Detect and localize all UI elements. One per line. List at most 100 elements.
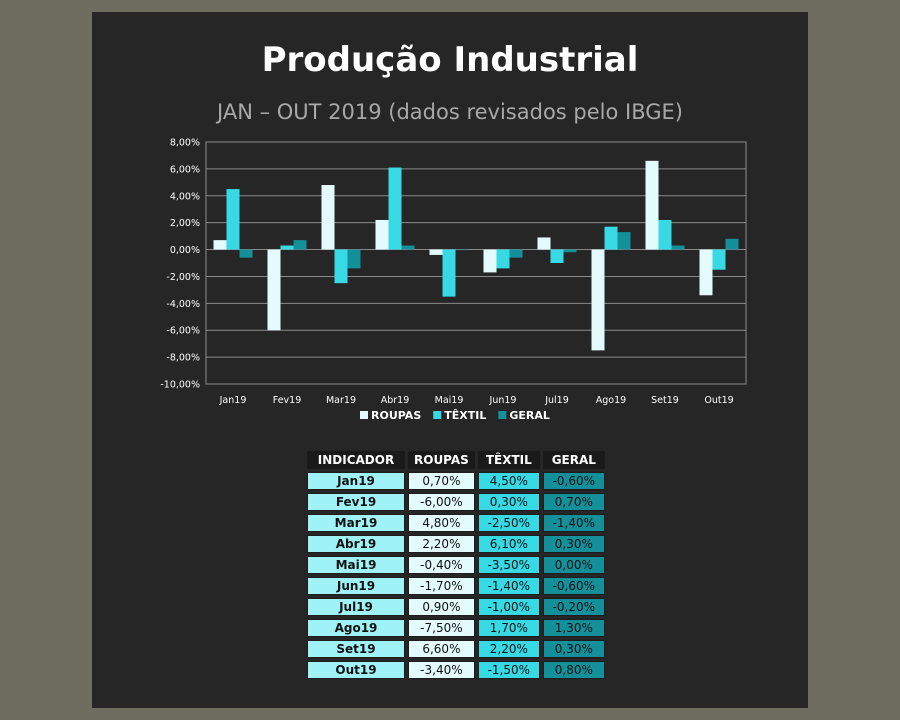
- table-cell: -1,40%: [542, 514, 605, 532]
- table-row: Jun19 -1,70% -1,40% -0,60%: [307, 577, 605, 595]
- y-tick-label: 4,00%: [170, 191, 200, 202]
- table-cell: -1,70%: [408, 577, 475, 595]
- data-table: INDICADOR ROUPAS TÊXTIL GERAL Jan19 0,70% 4,5…: [304, 448, 608, 682]
- table-cell: -0,60%: [542, 472, 605, 490]
- y-tick-label: 0,00%: [170, 245, 200, 256]
- y-tick-label: 6,00%: [170, 164, 200, 175]
- header-cell: GERAL: [542, 451, 605, 469]
- y-tick-label: -10,00%: [160, 380, 200, 391]
- x-tick-label: Jul19: [544, 395, 569, 406]
- legend-swatch-roupas: [360, 411, 368, 419]
- bar-geral-fev19: [293, 240, 307, 250]
- bar-chart: 8,00% 6,00% 4,00% 2,00% 0,00% -2,00% -4,00% -6,…: [160, 138, 747, 422]
- x-tick-label: Mar19: [326, 395, 356, 406]
- table-cell: 6,10%: [477, 535, 540, 553]
- y-tick-label: -4,00%: [166, 299, 200, 310]
- table-cell: Jan19: [307, 472, 405, 490]
- table-cell: 0,30%: [542, 640, 605, 658]
- table-row: Mar19 4,80% -2,50% -1,40%: [307, 514, 605, 532]
- legend-swatch-geral: [498, 411, 507, 419]
- x-tick-label: Fev19: [273, 395, 302, 406]
- bar-geral-set19: [671, 245, 685, 250]
- table-row: Ago19 -7,50% 1,70% 1,30%: [307, 619, 605, 637]
- page-subtitle: JAN – OUT 2019 (dados revisados pelo IBG…: [217, 100, 683, 124]
- table-cell: 2,20%: [477, 640, 540, 658]
- table-cell: 0,70%: [408, 472, 475, 490]
- y-tick-label: -6,00%: [166, 326, 200, 337]
- bar-textil-jul19: [550, 249, 564, 263]
- table-row: Abr19 2,20% 6,10% 0,30%: [307, 535, 605, 553]
- bar-geral-mai19: [455, 249, 469, 251]
- table-cell: 0,90%: [408, 598, 475, 616]
- bar-roupas-set19: [645, 160, 659, 250]
- bar-textil-mar19: [334, 249, 348, 284]
- y-tick-label: -2,00%: [166, 272, 200, 283]
- bar-textil-jun19: [496, 249, 510, 269]
- bar-textil-fev19: [280, 245, 294, 250]
- x-tick-label: Abr19: [381, 395, 410, 406]
- table-cell: 2,20%: [408, 535, 475, 553]
- table-row: Set19 6,60% 2,20% 0,30%: [307, 640, 605, 658]
- table-row: Out19 -3,40% -1,50% 0,80%: [307, 661, 605, 679]
- table-cell: 4,50%: [477, 472, 540, 490]
- bar-geral-out19: [725, 238, 739, 250]
- bar-geral-jan19: [239, 249, 253, 258]
- table-cell: 0,80%: [542, 661, 605, 679]
- bar-geral-mar19: [347, 249, 361, 269]
- table-cell: Jul19: [307, 598, 405, 616]
- bar-textil-jan19: [226, 189, 240, 250]
- bar-roupas-out19: [699, 249, 713, 296]
- x-tick-label: Set19: [651, 395, 679, 406]
- legend-label-geral: GERAL: [509, 409, 550, 422]
- header-cell: INDICADOR: [307, 451, 405, 469]
- table-cell: -1,40%: [477, 577, 540, 595]
- header-cell: ROUPAS: [408, 451, 475, 469]
- table-cell: -7,50%: [408, 619, 475, 637]
- header-cell: TÊXTIL: [477, 451, 540, 469]
- legend-swatch-textil: [433, 411, 442, 419]
- chart-panel: Produção Industrial JAN – OUT 2019 (dado…: [92, 12, 808, 708]
- legend-label-roupas: ROUPAS: [371, 409, 421, 422]
- bar-textil-out19: [712, 249, 726, 270]
- table-cell: Set19: [307, 640, 405, 658]
- x-tick-label: Mai19: [435, 395, 464, 406]
- table-cell: Mai19: [307, 556, 405, 574]
- table-cell: Ago19: [307, 619, 405, 637]
- table-cell: -1,50%: [477, 661, 540, 679]
- y-tick-label: 2,00%: [170, 218, 200, 229]
- table-cell: 0,00%: [542, 556, 605, 574]
- y-tick-label: 8,00%: [170, 138, 200, 149]
- table-cell: -1,00%: [477, 598, 540, 616]
- bar-textil-set19: [658, 219, 672, 250]
- table-row: Fev19 -6,00% 0,30% 0,70%: [307, 493, 605, 511]
- bar-textil-abr19: [388, 167, 402, 250]
- table-cell: -0,40%: [408, 556, 475, 574]
- table-cell: -0,60%: [542, 577, 605, 595]
- y-tick-label: -8,00%: [166, 353, 200, 364]
- page-title: Produção Industrial: [261, 40, 639, 80]
- table-row: Jul19 0,90% -1,00% -0,20%: [307, 598, 605, 616]
- table-cell: 6,60%: [408, 640, 475, 658]
- bar-geral-jul19: [563, 249, 577, 253]
- bar-roupas-jul19: [537, 237, 551, 250]
- table-body: Jan19 0,70% 4,50% -0,60% Fev19 -6,00% 0,30% 0,7…: [307, 472, 605, 679]
- x-tick-label: Jun19: [489, 395, 517, 406]
- table-row: Jan19 0,70% 4,50% -0,60%: [307, 472, 605, 490]
- table-cell: -3,40%: [408, 661, 475, 679]
- bar-textil-ago19: [604, 226, 618, 250]
- table-cell: Out19: [307, 661, 405, 679]
- bar-geral-jun19: [509, 249, 523, 258]
- plot-frame: [205, 141, 747, 385]
- bar-roupas-jan19: [213, 240, 227, 250]
- bar-geral-ago19: [617, 232, 631, 250]
- x-tick-label: Ago19: [596, 395, 626, 406]
- table-cell: -3,50%: [477, 556, 540, 574]
- table-cell: 4,80%: [408, 514, 475, 532]
- bar-roupas-jun19: [483, 249, 497, 273]
- bar-geral-abr19: [401, 245, 415, 250]
- legend-label-textil: TÊXTIL: [444, 409, 486, 422]
- table-cell: Jun19: [307, 577, 405, 595]
- table-cell: Abr19: [307, 535, 405, 553]
- table-cell: -6,00%: [408, 493, 475, 511]
- table-header: INDICADOR ROUPAS TÊXTIL GERAL: [307, 451, 605, 469]
